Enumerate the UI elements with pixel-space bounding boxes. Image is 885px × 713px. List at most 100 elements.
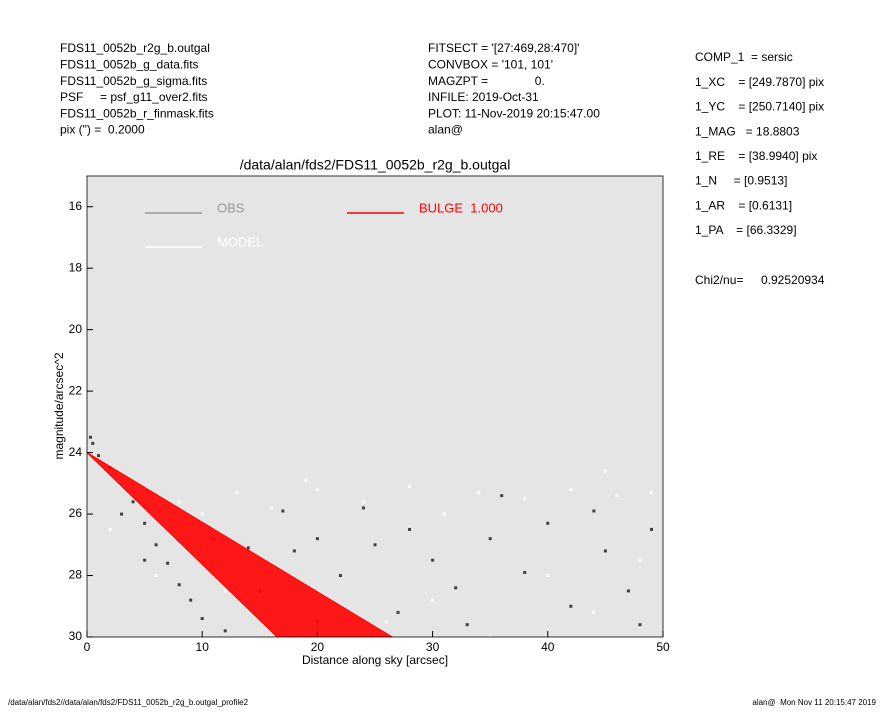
data-point [569, 487, 573, 491]
header-left-line: pix (") = 0.2000 [60, 123, 145, 137]
data-point [442, 512, 446, 516]
header-middle-line: PLOT: 11-Nov-2019 20:15:47.00 [428, 106, 600, 120]
data-point [108, 527, 112, 531]
footer-path: /data/alan/fds2//data/alan/fds2/FDS11_00… [8, 698, 249, 707]
header-middle-line: FITSECT = '[27:469,28:470]' [428, 41, 579, 55]
y-axis-label: magnitude/arcsec^2 [52, 352, 66, 459]
data-point [91, 441, 95, 445]
param-line: 1_MAG = 18.8803 [695, 124, 800, 138]
data-point [97, 454, 101, 458]
data-point [281, 509, 285, 513]
data-point [546, 521, 550, 525]
data-point [166, 561, 170, 565]
y-tick-label: 28 [69, 568, 83, 582]
data-point [408, 527, 412, 531]
param-line: 1_PA = [66.3329] [695, 223, 797, 237]
data-point [649, 527, 653, 531]
data-point [649, 491, 653, 495]
plot-frame [86, 175, 664, 638]
chi2-label: Chi2/nu= [695, 273, 743, 287]
data-point [373, 543, 377, 547]
data-point [603, 469, 607, 473]
plot-marks [87, 435, 653, 637]
legend-label: OBS [217, 200, 245, 215]
x-tick-label: 20 [311, 640, 325, 654]
data-point [246, 546, 250, 550]
plot-background [87, 176, 663, 637]
data-point [315, 487, 319, 491]
data-point [592, 509, 596, 513]
data-point [603, 549, 607, 553]
data-point [546, 574, 550, 578]
model-area [87, 452, 394, 637]
data-point [143, 521, 147, 525]
header-left-line: FDS11_0052b_g_data.fits [60, 57, 199, 71]
data-point [431, 558, 435, 562]
data-point [88, 435, 92, 439]
y-tick-label: 20 [69, 322, 83, 336]
data-point [154, 543, 158, 547]
header-left-line: FDS11_0052b_r2g_b.outgal [60, 41, 210, 55]
data-point [638, 558, 642, 562]
data-point [361, 506, 365, 510]
data-point [488, 537, 492, 541]
param-line: 1_RE = [38.9940] pix [695, 149, 817, 163]
param-line: 1_YC = [250.7140] pix [695, 100, 824, 114]
data-point [131, 500, 135, 504]
y-tick-label: 24 [69, 445, 83, 459]
data-point [523, 497, 527, 501]
data-point [143, 558, 147, 562]
header-middle-line: CONVBOX = '101, 101' [428, 57, 553, 71]
data-point [569, 604, 573, 608]
legend-label: BULGE 1.000 [419, 200, 503, 215]
param-line: COMP_1 = sersic [695, 50, 793, 64]
header-left-line: PSF = psf_g11_over2.fits [60, 90, 208, 104]
data-point [292, 549, 296, 553]
data-point [304, 478, 308, 482]
data-point [385, 620, 389, 624]
data-point [431, 598, 435, 602]
data-point [396, 610, 400, 614]
x-tick-label: 10 [196, 640, 210, 654]
data-point [592, 610, 596, 614]
header-left-line: FDS11_0052b_r_finmask.fits [60, 106, 214, 120]
param-line: 1_AR = [0.6131] [695, 198, 792, 212]
data-point [235, 491, 239, 495]
data-point [120, 512, 124, 516]
y-tick-label: 26 [69, 506, 83, 520]
data-point [465, 623, 469, 627]
data-point [177, 500, 181, 504]
data-point [408, 484, 412, 488]
data-point [615, 494, 619, 498]
data-point [189, 598, 193, 602]
x-tick-label: 30 [426, 640, 440, 654]
data-point [200, 512, 204, 516]
y-tick-label: 30 [69, 629, 83, 643]
data-point [269, 506, 273, 510]
x-tick-label: 50 [656, 640, 670, 654]
header-middle-line: alan@ [428, 123, 463, 137]
chi2-value: 0.92520934 [761, 273, 825, 287]
chart-title: /data/alan/fds2/FDS11_0052b_r2g_b.outgal [240, 157, 511, 173]
data-point [488, 635, 492, 637]
data-point [523, 570, 527, 574]
data-point [477, 491, 481, 495]
x-axis-label: Distance along sky [arcsec] [302, 653, 448, 667]
data-point [223, 589, 227, 593]
data-point [223, 629, 227, 633]
y-tick-label: 22 [69, 383, 83, 397]
legend-label: MODEL [217, 234, 263, 249]
y-tick-label: 18 [69, 260, 83, 274]
data-point [315, 537, 319, 541]
header-middle-line: MAGZPT = 0. [428, 74, 545, 88]
header-middle-line: INFILE: 2019-Oct-31 [428, 90, 539, 104]
data-point [154, 574, 158, 578]
data-point [454, 586, 458, 590]
data-point [638, 623, 642, 627]
header-left-line: FDS11_0052b_g_sigma.fits [60, 74, 207, 88]
data-point [361, 500, 365, 504]
y-tick-label: 16 [69, 199, 83, 213]
footer-stamp: alan@ Mon Nov 11 20:15:47 2019 [752, 698, 876, 707]
